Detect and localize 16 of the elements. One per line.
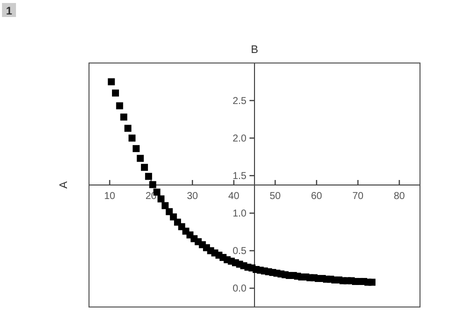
x-tick-label: 50 — [270, 191, 282, 202]
x-tick-label: 30 — [186, 191, 198, 202]
y-tick-label: 1.0 — [232, 208, 247, 220]
x-tick-label: 60 — [311, 191, 323, 202]
y-tick-label: 0.0 — [232, 284, 247, 295]
y-tick-label: 0.5 — [232, 246, 247, 258]
x-tick-label: 70 — [352, 191, 364, 202]
y-tick-label: 1.5 — [232, 171, 247, 182]
y-tick-label: 2.5 — [232, 96, 247, 108]
x-tick-label: 80 — [394, 191, 406, 202]
x-tick-label: 10 — [104, 191, 116, 202]
text: 1 — [6, 6, 12, 18]
y-axis-title: A — [58, 180, 70, 189]
x-axis-title: B — [250, 44, 258, 56]
x-tick-label: 40 — [228, 191, 240, 202]
y-tick-label: 2.0 — [232, 134, 247, 145]
